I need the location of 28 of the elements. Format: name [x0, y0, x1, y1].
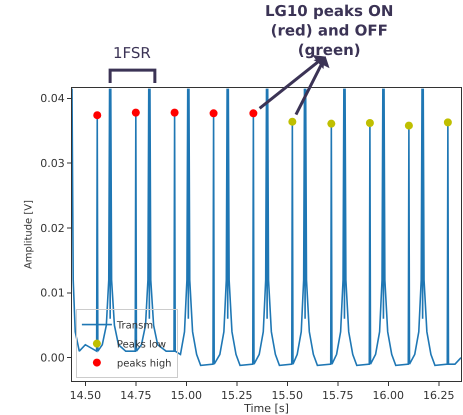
x-tick-label: 14.75	[120, 389, 152, 402]
y-tick-label: 0.01	[40, 286, 65, 300]
x-tick-label: 16.00	[372, 389, 404, 402]
x-tick-label: 15.50	[272, 389, 304, 402]
y-tick-label: 0.03	[40, 157, 65, 170]
point	[210, 109, 218, 118]
legend-label: peaks high	[116, 358, 172, 370]
x-tick-label: 15.25	[221, 389, 253, 402]
x-tick-label: 16.25	[423, 389, 455, 402]
x-tick-label: 14.50	[70, 389, 102, 402]
y-tick-label: 0.02	[40, 222, 65, 235]
point	[132, 108, 140, 117]
point	[249, 109, 258, 118]
point	[404, 122, 413, 130]
point	[327, 120, 336, 128]
x-axis-title: Time [s]	[243, 402, 289, 415]
point	[444, 118, 452, 126]
point	[170, 108, 179, 117]
y-axis-title: Amplitude [V]	[23, 200, 34, 270]
point	[366, 119, 374, 127]
y-tick-label: 0.04	[40, 92, 65, 106]
annotation: LG10 peaks ON (red) and OFF (green)	[265, 2, 394, 59]
point	[93, 111, 102, 120]
x-tick-label: 15.75	[322, 389, 354, 402]
y-tick-label: 0.00	[40, 352, 65, 365]
point	[288, 118, 296, 126]
x-tick-label: 15.00	[170, 389, 202, 402]
text: 1FSR	[113, 44, 151, 62]
